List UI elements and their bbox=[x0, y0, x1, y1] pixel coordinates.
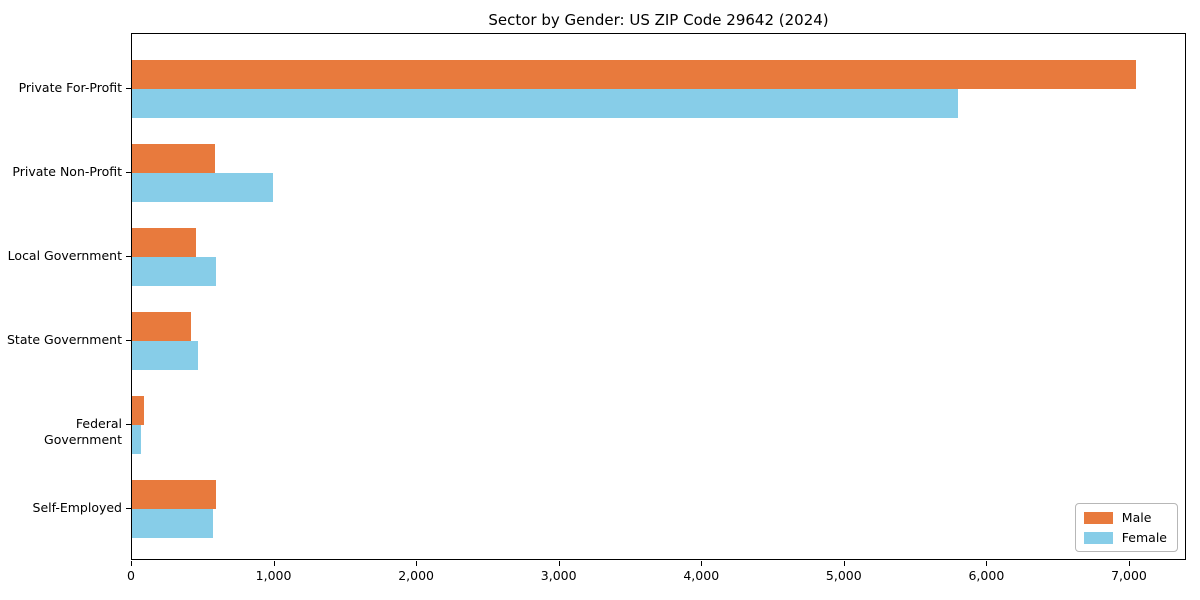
bar-male-2 bbox=[132, 144, 216, 173]
plot-area: Male Female bbox=[131, 33, 1186, 560]
legend-item-female: Female bbox=[1083, 530, 1167, 545]
bar-female-5 bbox=[132, 425, 141, 454]
x-axis-tick-label: 6,000 bbox=[968, 568, 1005, 583]
bar-male-5 bbox=[132, 396, 145, 425]
y-axis-tick bbox=[126, 424, 131, 425]
x-axis-tick bbox=[416, 561, 418, 566]
x-axis-tick bbox=[986, 561, 988, 566]
legend-item-male: Male bbox=[1083, 510, 1167, 525]
x-axis-tick-label: 0 bbox=[127, 568, 135, 583]
legend-label: Female bbox=[1121, 530, 1167, 545]
legend-swatch-icon bbox=[1083, 531, 1113, 544]
bar-female-3 bbox=[132, 257, 217, 286]
x-axis-tick bbox=[701, 561, 703, 566]
x-axis-tick bbox=[273, 561, 275, 566]
y-axis-tick bbox=[126, 256, 131, 257]
x-axis-tick-label: 7,000 bbox=[1111, 568, 1147, 583]
bar-female-1 bbox=[132, 89, 958, 118]
y-axis-tick bbox=[126, 508, 131, 509]
y-axis-category-label: Private Non-Profit bbox=[12, 164, 122, 179]
y-axis-category-label: Private For-Profit bbox=[18, 80, 122, 95]
x-axis-tick-label: 1,000 bbox=[255, 568, 292, 583]
x-axis-tick-label: 3,000 bbox=[540, 568, 577, 583]
bar-female-4 bbox=[132, 341, 198, 370]
y-axis-category-label: Local Government bbox=[7, 248, 122, 263]
y-axis-tick bbox=[126, 340, 131, 341]
legend-label: Male bbox=[1121, 510, 1152, 525]
x-axis-tick-label: 2,000 bbox=[398, 568, 435, 583]
bar-female-2 bbox=[132, 173, 274, 202]
bar-female-6 bbox=[132, 509, 214, 538]
chart-title: Sector by Gender: US ZIP Code 29642 (202… bbox=[488, 11, 829, 29]
y-axis-category-label: Federal Government bbox=[44, 416, 122, 447]
x-axis-tick bbox=[131, 561, 132, 566]
y-axis-category-label: State Government bbox=[6, 332, 122, 347]
bar-male-6 bbox=[132, 480, 217, 509]
y-axis-tick bbox=[126, 172, 131, 173]
bar-male-3 bbox=[132, 228, 197, 257]
y-axis-category-label: Self-Employed bbox=[32, 500, 122, 515]
x-axis-tick bbox=[1128, 561, 1130, 566]
x-axis-tick bbox=[843, 561, 845, 566]
bar-male-4 bbox=[132, 312, 191, 341]
x-axis-tick-label: 5,000 bbox=[825, 568, 862, 583]
y-axis-tick bbox=[126, 88, 131, 89]
legend-swatch-icon bbox=[1083, 511, 1113, 524]
legend: Male Female bbox=[1074, 503, 1178, 552]
bar-male-1 bbox=[132, 60, 1136, 89]
x-axis-tick-label: 4,000 bbox=[683, 568, 720, 583]
x-axis-tick bbox=[558, 561, 560, 566]
